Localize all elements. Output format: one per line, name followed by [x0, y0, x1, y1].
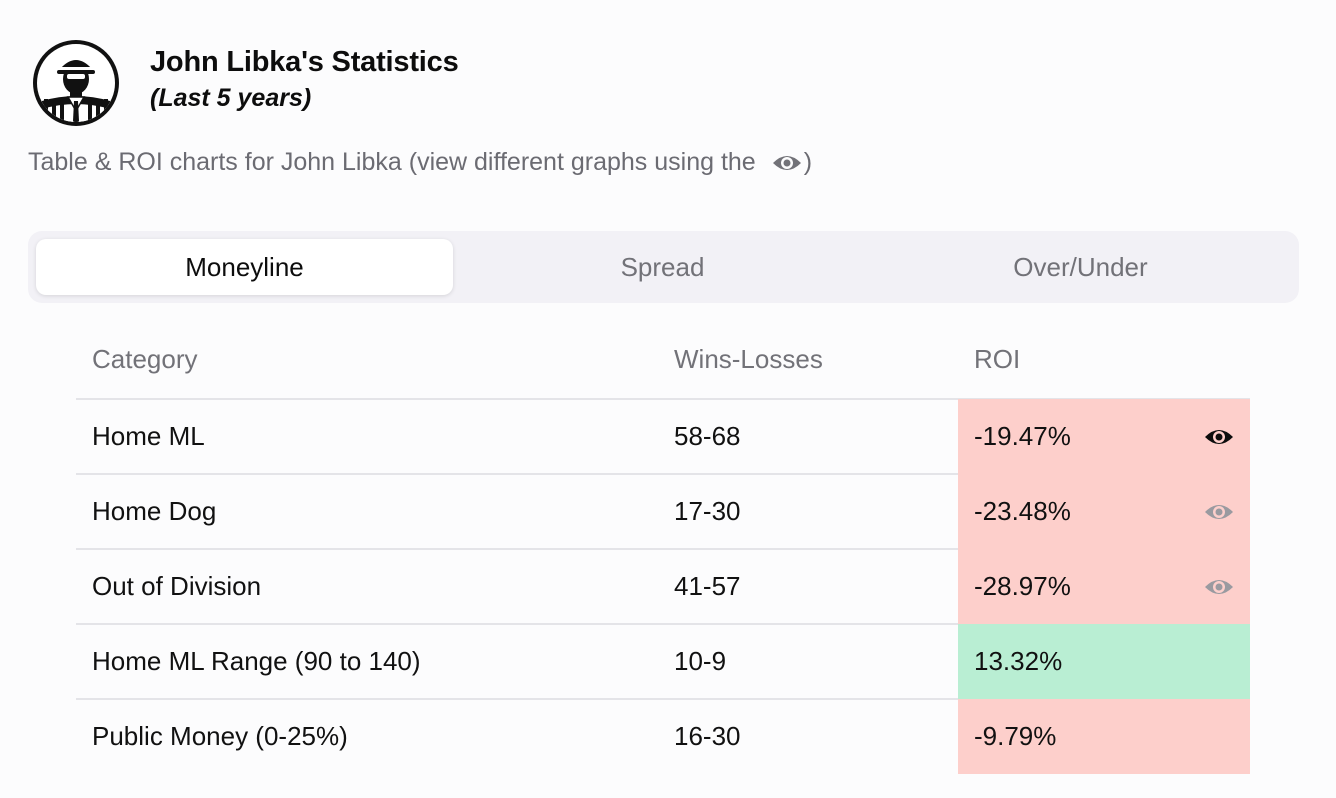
category-cell: Out of Division	[92, 571, 262, 601]
table-row: Home ML Range (90 to 140) 10-9 13.32%	[76, 624, 1250, 700]
table-row: Public Money (0-25%) 16-30 -9.79%	[76, 699, 1250, 774]
category-cell: Home ML	[92, 421, 205, 451]
category-cell: Home Dog	[92, 496, 217, 526]
record-cell: 17-30	[674, 496, 741, 526]
bet-type-tabs: Moneyline Spread Over/Under	[28, 231, 1299, 303]
roi-value: 13.32%	[974, 646, 1063, 676]
record-cell: 41-57	[674, 571, 741, 601]
category-cell: Public Money (0-25%)	[92, 721, 348, 751]
description-text: Table & ROI charts for John Libka (view …	[28, 148, 756, 176]
record-cell: 58-68	[674, 421, 741, 451]
roi-cell: -28.97%	[958, 549, 1250, 624]
table-row: Home Dog 17-30 -23.48%	[76, 474, 1250, 550]
eye-icon[interactable]	[1202, 575, 1236, 599]
column-header-category: Category	[92, 344, 198, 374]
roi-cell: -23.48%	[958, 474, 1250, 549]
roi-cell: -9.79%	[958, 699, 1250, 774]
description-suffix: )	[803, 148, 813, 176]
column-header-wins-losses: Wins-Losses	[674, 344, 823, 374]
eye-icon[interactable]	[1202, 425, 1236, 449]
page-subtitle: (Last 5 years)	[150, 84, 312, 112]
page-title: John Libka's Statistics	[150, 46, 459, 78]
record-cell: 10-9	[674, 646, 727, 676]
roi-cell: -19.47%	[958, 399, 1250, 474]
column-header-roi: ROI	[974, 344, 1021, 374]
page-description: Table & ROI charts for John Libka (view …	[28, 148, 812, 177]
category-cell: Home ML Range (90 to 140)	[92, 646, 421, 676]
roi-value: -28.97%	[974, 571, 1071, 601]
tab-over-under[interactable]: Over/Under	[1013, 251, 1148, 282]
roi-cell: 13.32%	[958, 624, 1250, 699]
roi-value: -19.47%	[974, 421, 1071, 451]
table-row: Out of Division 41-57 -28.97%	[76, 549, 1250, 625]
eye-icon[interactable]	[1202, 500, 1236, 524]
referee-avatar	[32, 39, 120, 127]
eye-icon	[770, 151, 804, 175]
table-row: Home ML 58-68 -19.47%	[76, 399, 1250, 475]
tab-spread[interactable]: Spread	[620, 251, 705, 282]
tab-moneyline[interactable]: Moneyline	[36, 239, 453, 295]
record-cell: 16-30	[674, 721, 741, 751]
roi-value: -23.48%	[974, 496, 1071, 526]
table-header: Category Wins-Losses ROI	[76, 324, 1250, 400]
stats-table: Category Wins-Losses ROI Home ML 58-68 -…	[76, 324, 1250, 774]
roi-value: -9.79%	[974, 721, 1057, 751]
